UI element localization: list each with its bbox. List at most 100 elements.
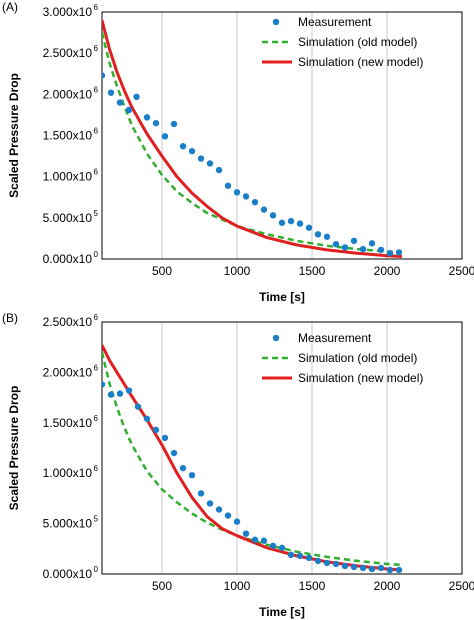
measurement-point	[332, 560, 340, 568]
measurement-point	[269, 212, 277, 219]
legend: Measurement Simulation (old model) Simulat…	[262, 15, 423, 69]
measurement-point	[197, 490, 205, 497]
series-group	[102, 19, 403, 258]
y-tick-label: 5.000x10	[43, 517, 93, 531]
old-model-line	[102, 32, 403, 254]
measurement-point	[206, 500, 214, 507]
y-axis-title: Scaled Pressure Drop	[7, 386, 21, 511]
measurement-point	[368, 565, 376, 573]
legend-label: Simulation (old model)	[298, 351, 417, 365]
y-tick-label: 1.000x10	[43, 170, 93, 184]
chart-panel-1: (A) 500 1000 1500 2000 2500 00.000x10 55.000x10…	[2, 0, 474, 304]
measurement-point	[215, 166, 223, 174]
y-tick-label: 3.000x10	[43, 5, 93, 19]
x-tick-label: 1500	[299, 264, 326, 278]
measurement-point	[242, 530, 250, 537]
measurement-point	[161, 133, 169, 140]
x-tick-label: 2500	[449, 579, 474, 593]
measurement-point	[260, 537, 268, 544]
y-tick-exponent: 5	[94, 515, 99, 524]
measurement-point	[102, 72, 106, 79]
measurement-point	[107, 391, 115, 398]
measurement-point	[125, 387, 133, 394]
y-tick-exponent: 6	[94, 168, 99, 177]
measurement-point	[287, 551, 295, 559]
measurement-point	[395, 249, 403, 256]
measurement-point	[305, 554, 313, 562]
measurement-point	[224, 512, 232, 519]
measurement-point	[350, 563, 358, 571]
measurement-point	[296, 220, 304, 227]
measurement-point	[179, 143, 187, 150]
panel-label: (B)	[2, 311, 18, 325]
series-group	[102, 344, 403, 574]
legend-marker-measurement	[272, 18, 280, 26]
measurement-point	[179, 464, 187, 472]
y-tick-label: 1.500x10	[43, 416, 93, 430]
y-tick-label: 0.000x10	[43, 252, 93, 266]
measurement-point	[188, 472, 196, 479]
measurement-point	[359, 245, 367, 253]
y-tick-exponent: 5	[94, 209, 99, 218]
y-tick-exponent: 6	[94, 3, 99, 12]
measurement-point	[170, 449, 178, 457]
plot-area	[101, 321, 463, 575]
measurement-point	[170, 120, 178, 128]
x-tick-label: 1000	[224, 579, 251, 593]
measurement-point	[233, 189, 241, 196]
measurement-point	[323, 559, 331, 567]
new-model-line	[102, 19, 403, 258]
y-axis-title: Scaled Pressure Drop	[7, 73, 21, 198]
measurement-point	[314, 557, 322, 565]
y-tick-label: 0.000x10	[43, 567, 93, 581]
measurement-point	[134, 403, 142, 410]
measurement-point	[206, 160, 214, 167]
chart-panel-2: (B) 500 1000 1500 2000 2500 00.000x10 55.000x10…	[2, 311, 474, 619]
legend: Measurement Simulation (old model) Simulat…	[262, 331, 423, 385]
measurement-point	[341, 244, 349, 251]
y-tick-exponent: 0	[94, 565, 99, 574]
measurement-point	[395, 566, 403, 574]
x-tick-label: 1000	[224, 264, 251, 278]
y-tick-exponent: 6	[94, 313, 99, 322]
legend-label: Measurement	[298, 331, 372, 345]
x-tick-label: 2500	[449, 264, 474, 278]
measurement-point	[233, 518, 241, 525]
x-tick-label: 2000	[374, 264, 401, 278]
y-tick-label: 2.500x10	[43, 315, 93, 329]
measurement-point	[368, 240, 376, 247]
measurement-point	[305, 224, 313, 231]
legend-label: Simulation (old model)	[298, 35, 417, 49]
measurement-point	[350, 237, 358, 245]
y-tick-exponent: 6	[94, 127, 99, 136]
measurement-point	[102, 381, 106, 388]
measurement-point	[116, 99, 124, 106]
measurement-point	[215, 506, 223, 513]
panel-label: (A)	[2, 0, 18, 14]
measurement-point	[251, 536, 259, 543]
y-tick-exponent: 6	[94, 85, 99, 94]
measurement-point	[152, 426, 160, 434]
measurement-point	[278, 219, 286, 226]
measurement-point	[197, 155, 205, 162]
measurement-point	[143, 415, 151, 422]
old-model-line	[102, 351, 403, 567]
x-axis-title: Time [s]	[259, 290, 305, 304]
measurement-point	[296, 552, 304, 560]
y-tick-label: 1.500x10	[43, 129, 93, 143]
measurement-point	[125, 106, 133, 114]
y-tick-exponent: 6	[94, 464, 99, 473]
legend-label: Simulation (new model)	[298, 371, 423, 385]
plot-area	[101, 11, 463, 260]
y-tick-label: 1.000x10	[43, 466, 93, 480]
y-tick-label: 2.000x10	[43, 365, 93, 379]
y-tick-label: 2.000x10	[43, 87, 93, 101]
measurement-point	[287, 217, 295, 225]
measurement-point	[323, 233, 331, 240]
legend-marker-measurement	[272, 334, 280, 342]
y-tick-label: 5.000x10	[43, 211, 93, 225]
measurement-point	[133, 93, 140, 101]
y-tick-exponent: 6	[94, 363, 99, 372]
measurement-point	[314, 231, 322, 238]
